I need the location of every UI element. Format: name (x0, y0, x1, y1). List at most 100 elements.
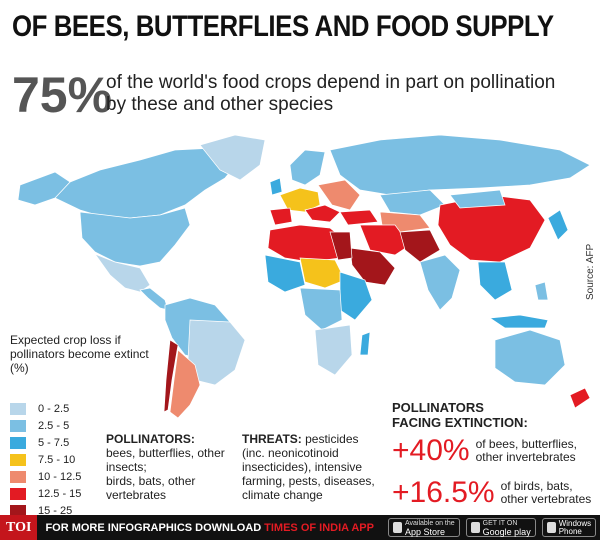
apple-icon (392, 522, 402, 533)
google-play-icon (470, 522, 480, 533)
region-new-zealand (569, 387, 591, 409)
legend-swatch (10, 419, 26, 432)
region-spain (269, 207, 293, 226)
legend-swatch (10, 487, 26, 500)
legend-item: 2.5 - 5 (10, 417, 81, 434)
extinction-stat-vertebrates: +16.5% of birds, bats, other vertebrates (392, 476, 591, 510)
legend-label: 15 - 25 (38, 504, 73, 517)
region-sahel (299, 257, 346, 289)
stat-desc-line1: of bees, butterflies, (475, 437, 577, 451)
headline-text: of the world's food crops depend in part… (106, 72, 556, 115)
legend-item: 15 - 25 (10, 502, 81, 519)
region-indonesia (488, 314, 549, 329)
threats-text: pesticides (inc. neonicotinoid insectici… (242, 432, 375, 502)
pollinators-insects: bees, butterflies, other insects; (106, 446, 225, 474)
region-madagascar (359, 331, 371, 356)
region-usa (79, 207, 191, 267)
legend-swatch (10, 436, 26, 449)
region-central-africa (299, 287, 343, 331)
stat-value: +40% (392, 434, 470, 467)
region-india (419, 254, 461, 311)
legend-swatch (10, 504, 26, 517)
extinction-stat-invertebrates: +40% of bees, butterflies, other inverte… (392, 434, 577, 468)
app-store-small: Available on the (404, 519, 455, 527)
region-china (437, 194, 546, 263)
windows-line2: Phone (558, 526, 582, 536)
legend-item: 7.5 - 10 (10, 451, 81, 468)
legend-item: 0 - 2.5 (10, 400, 81, 417)
stat-value: +16.5% (392, 476, 495, 509)
extinction-title-line1: POLLINATORS (392, 400, 484, 415)
legend: 0 - 2.5 2.5 - 5 5 - 7.5 7.5 - 10 10 - 12… (10, 400, 81, 519)
windows-phone-badge[interactable]: Windows Phone (541, 518, 597, 537)
region-australia (494, 329, 566, 386)
region-central-america (139, 287, 169, 311)
google-play-small: GET IT ON (482, 519, 518, 527)
legend-label: 5 - 7.5 (38, 436, 70, 449)
region-mexico (94, 253, 151, 293)
legend-label: 0 - 2.5 (38, 402, 70, 415)
region-turkey (339, 209, 379, 226)
footer-text: FOR MORE INFOGRAPHICS DOWNLOAD (45, 521, 262, 534)
region-greenland (199, 134, 266, 181)
legend-swatch (10, 453, 26, 466)
app-store-badge[interactable]: Available on the App Store (387, 518, 460, 537)
legend-label: 10 - 12.5 (38, 470, 82, 483)
google-play-badge[interactable]: GET IT ON Google play (465, 518, 536, 537)
pollinators-heading: POLLINATORS: (106, 432, 195, 446)
region-west-africa (264, 254, 306, 293)
windows-icon (546, 522, 556, 533)
region-korea-japan (547, 209, 569, 241)
region-afghanistan-pakistan (399, 229, 441, 263)
legend-swatch (10, 402, 26, 415)
source-credit: Source: AFP (585, 243, 596, 300)
legend-label: 7.5 - 10 (38, 453, 76, 466)
stat-description: of bees, butterflies, other invertebrate… (476, 438, 577, 464)
region-chile (163, 339, 179, 413)
legend-item: 10 - 12.5 (10, 468, 81, 485)
legend-item: 12.5 - 15 (10, 485, 81, 502)
legend-label: 12.5 - 15 (38, 487, 82, 500)
stat-description: of birds, bats, other vertebrates (501, 480, 592, 506)
threats-heading: THREATS: (242, 432, 302, 446)
legend-title: Expected crop loss if pollinators become… (10, 333, 149, 375)
region-southeast-asia (477, 261, 513, 301)
region-italy-balkans (304, 204, 341, 223)
stat-desc-line2: other vertebrates (500, 492, 592, 506)
region-southern-africa (314, 324, 353, 376)
region-iran-iraq (359, 224, 411, 256)
region-eastern-europe (317, 179, 361, 211)
legend-swatch (10, 470, 26, 483)
threats-block: THREATS: pesticides (inc. neonicotinoid … (242, 432, 382, 502)
page-title: OF BEES, BUTTERFLIES AND FOOD SUPPLY (12, 10, 554, 43)
region-arabia (349, 247, 396, 286)
region-scandinavia (289, 149, 326, 186)
world-map (17, 134, 591, 418)
region-alaska (17, 171, 71, 206)
region-kazakhstan (379, 189, 446, 216)
extinction-title: POLLINATORS FACING EXTINCTION: (392, 400, 528, 430)
app-store-label: App Store (404, 526, 445, 537)
pollinators-block: POLLINATORS: bees, butterflies, other in… (106, 432, 236, 502)
region-mongolia (449, 189, 506, 209)
windows-phone-text: Windows Phone (558, 518, 592, 536)
google-play-text: GET IT ON Google play (482, 519, 531, 537)
app-store-text: Available on the App Store (404, 519, 455, 537)
region-uk (269, 177, 283, 196)
extinction-title-line2: FACING EXTINCTION: (392, 415, 528, 430)
region-argentina (169, 349, 201, 418)
stat-desc-line2: other invertebrates (475, 450, 576, 464)
legend-label: 2.5 - 5 (38, 419, 70, 432)
stat-desc-line1: of birds, bats, (500, 479, 573, 493)
region-egypt (329, 231, 353, 261)
legend-item: 5 - 7.5 (10, 434, 81, 451)
region-philippines (534, 281, 549, 301)
footer-brand[interactable]: TIMES OF INDIA APP (264, 521, 374, 534)
footer-bar: TOI FOR MORE INFOGRAPHICS DOWNLOAD TIMES… (0, 515, 600, 540)
google-play-label: Google play (482, 526, 531, 537)
toi-logo[interactable]: TOI (0, 515, 38, 540)
pollinators-vertebrates: birds, bats, other vertebrates (106, 474, 196, 502)
headline-percentage: 75% (12, 67, 113, 123)
windows-line1: Windows (558, 518, 592, 528)
region-russia (329, 134, 591, 196)
